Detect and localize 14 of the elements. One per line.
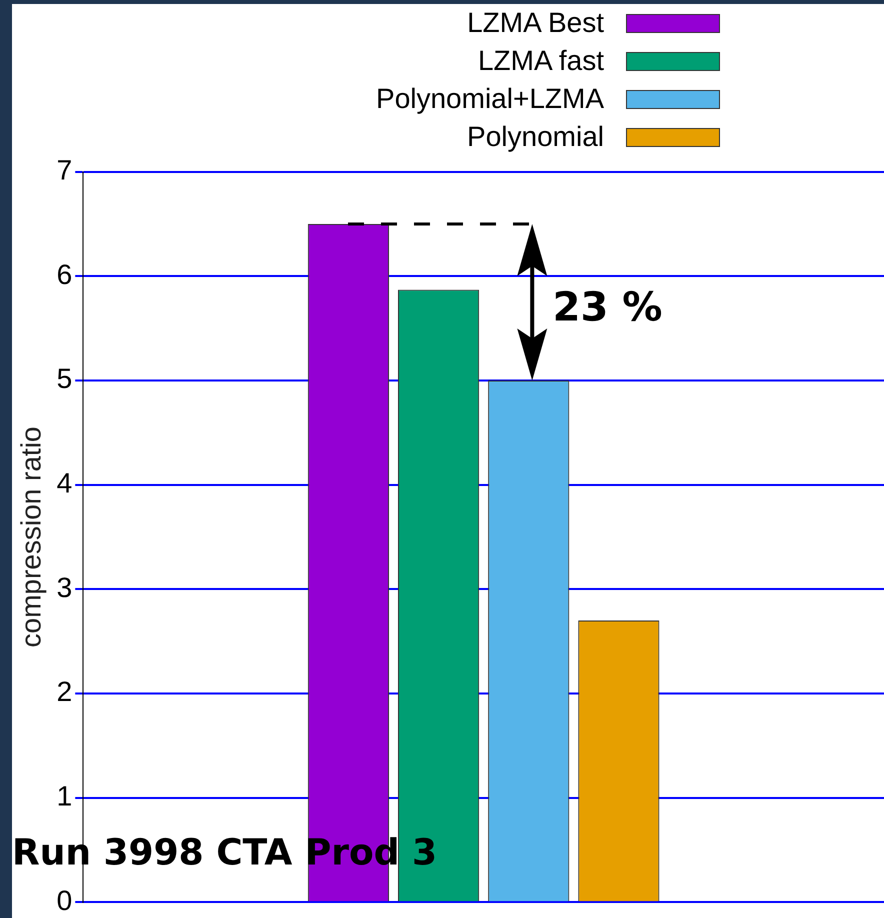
legend-label: LZMA fast	[478, 45, 604, 77]
y-tick-label: 5	[56, 363, 72, 394]
legend-label: LZMA Best	[467, 7, 604, 39]
annotation: 23 %	[552, 284, 662, 330]
legend-label: Polynomial+LZMA	[376, 83, 604, 115]
legend-label: Polynomial	[467, 121, 604, 153]
y-tick-label: 2	[56, 676, 72, 708]
y-tick-label: 0	[56, 884, 72, 916]
y-axis-title: compression ratio	[16, 426, 47, 648]
y-tick-label: 7	[56, 154, 72, 186]
y-tick-label: 3	[56, 572, 72, 603]
y-tick-label: 1	[56, 780, 72, 812]
y-tick-label: 6	[56, 258, 72, 290]
y-tick-label: 4	[56, 468, 72, 499]
